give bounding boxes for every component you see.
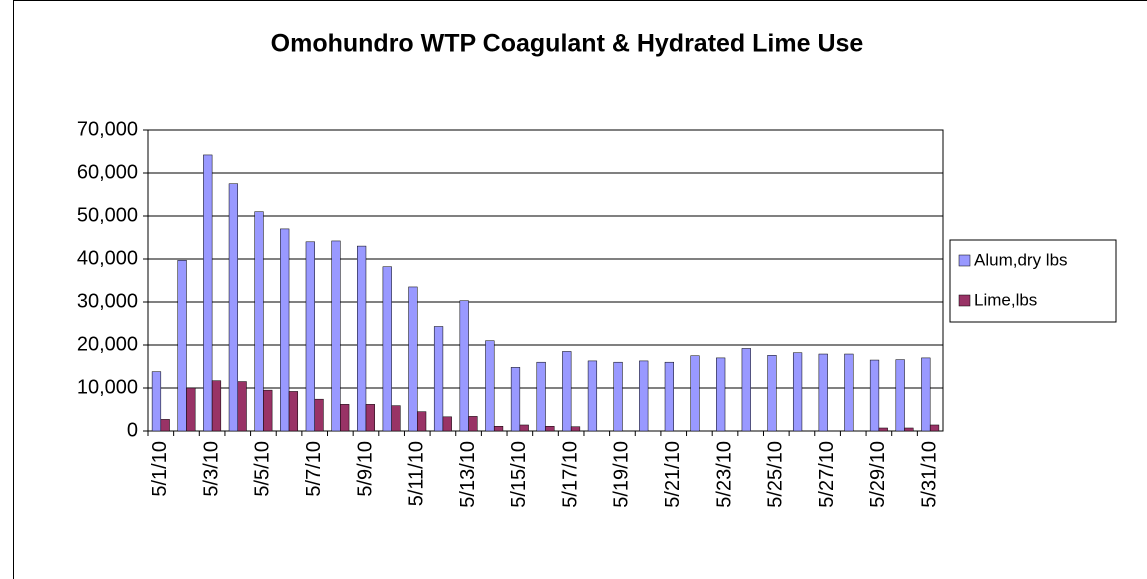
bar — [930, 425, 939, 431]
x-tick-label: 5/11/10 — [406, 441, 428, 506]
bar — [819, 354, 828, 431]
y-tick-label: 20,000 — [77, 333, 138, 355]
legend-label: Alum,dry lbs — [974, 250, 1068, 269]
bar — [639, 361, 648, 431]
bar — [186, 388, 195, 431]
x-tick-label: 5/5/10 — [252, 441, 274, 497]
bar — [588, 361, 597, 431]
bar — [905, 428, 914, 431]
y-tick-label: 50,000 — [77, 204, 138, 226]
x-tick-label: 5/3/10 — [200, 441, 222, 497]
x-tick-label: 5/7/10 — [303, 441, 325, 497]
x-tick-label: 5/25/10 — [765, 441, 787, 508]
bar — [845, 354, 854, 431]
y-tick-label: 10,000 — [77, 376, 138, 398]
chart: Omohundro WTP Coagulant & Hydrated Lime … — [0, 0, 1147, 579]
x-tick-label: 5/1/10 — [149, 441, 171, 497]
bar — [152, 372, 161, 431]
x-tick-label: 5/15/10 — [508, 441, 530, 508]
bar — [443, 417, 452, 431]
bar — [263, 390, 272, 431]
bar — [691, 356, 700, 431]
bar — [392, 406, 401, 431]
y-tick-label: 0 — [127, 419, 138, 441]
bar — [511, 367, 520, 431]
bar — [793, 353, 802, 431]
x-tick-label: 5/13/10 — [457, 441, 479, 508]
bar — [434, 327, 443, 431]
chart-title: Omohundro WTP Coagulant & Hydrated Lime … — [271, 30, 864, 58]
bar — [255, 212, 264, 431]
y-tick-label: 60,000 — [77, 161, 138, 183]
bar — [768, 355, 777, 431]
bar — [332, 241, 341, 431]
bar — [870, 360, 879, 431]
bar — [315, 399, 324, 431]
bar — [460, 301, 469, 431]
bar — [238, 382, 247, 431]
legend-swatch — [959, 255, 970, 266]
bar — [178, 260, 187, 431]
bar — [383, 267, 392, 431]
page: {"chart_data": {"type": "bar", "title": … — [0, 0, 1147, 579]
bar — [306, 242, 315, 431]
bar — [614, 362, 623, 431]
bar — [280, 229, 289, 431]
x-tick-label: 5/23/10 — [713, 441, 735, 508]
bar — [357, 246, 366, 431]
bar — [921, 358, 930, 431]
bar — [896, 360, 905, 431]
legend-swatch — [959, 295, 970, 306]
x-tick-label: 5/9/10 — [354, 441, 376, 497]
bar — [562, 351, 571, 431]
x-tick-label: 5/17/10 — [559, 441, 581, 508]
bar — [366, 404, 375, 431]
bar — [417, 412, 426, 431]
bar — [485, 341, 494, 431]
x-tick-label: 5/27/10 — [816, 441, 838, 508]
x-tick-label: 5/19/10 — [611, 441, 633, 508]
bar — [340, 404, 349, 431]
bar — [571, 427, 580, 431]
bar — [537, 362, 546, 431]
y-tick-label: 40,000 — [77, 247, 138, 269]
x-tick-label: 5/21/10 — [662, 441, 684, 508]
bar — [546, 426, 555, 431]
bar — [161, 419, 170, 431]
x-tick-label: 5/31/10 — [918, 441, 940, 508]
bar — [494, 426, 503, 431]
bar — [289, 391, 298, 431]
bar — [203, 155, 212, 431]
bar — [879, 428, 888, 431]
y-tick-label: 70,000 — [77, 118, 138, 140]
bar — [716, 358, 725, 431]
bar — [520, 425, 529, 431]
bar — [742, 348, 751, 431]
bar — [469, 416, 478, 431]
bar — [665, 362, 674, 431]
bar — [212, 381, 221, 431]
y-tick-label: 30,000 — [77, 290, 138, 312]
bar — [409, 287, 418, 431]
x-tick-label: 5/29/10 — [867, 441, 889, 508]
legend-label: Lime,lbs — [974, 290, 1037, 309]
bar — [229, 184, 238, 431]
